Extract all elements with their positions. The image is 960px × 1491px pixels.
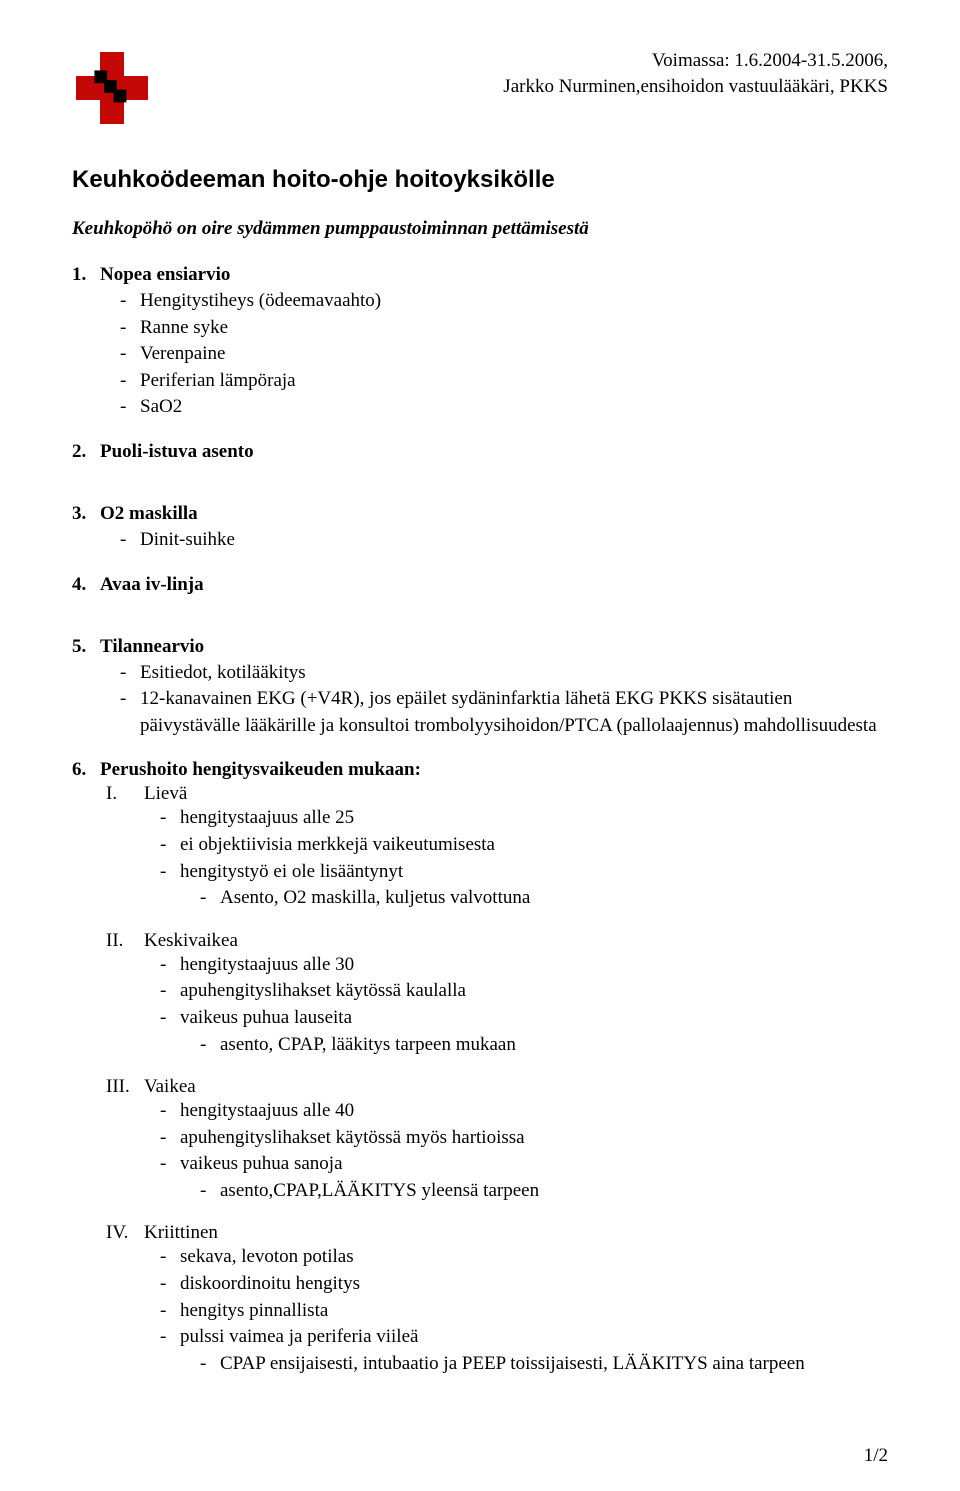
list-item: pulssi vaimea ja periferia viileä bbox=[180, 1324, 888, 1351]
page-number: 1/2 bbox=[864, 1445, 888, 1467]
cross-logo-icon bbox=[72, 48, 152, 128]
severity-label: Kriittinen bbox=[144, 1222, 218, 1243]
list-item: 12-kanavainen EKG (+V4R), jos epäilet sy… bbox=[140, 686, 888, 739]
list-item: hengitystaajuus alle 25 bbox=[180, 805, 888, 832]
list-item: apuhengityslihakset käytössä kaulalla bbox=[180, 978, 888, 1005]
severity-group-heading: III.Vaikea bbox=[72, 1076, 888, 1098]
section-item-list: Hengitystiheys (ödeemavaahto)Ranne sykeV… bbox=[72, 288, 888, 421]
section-title: Tilannearvio bbox=[100, 636, 204, 657]
list-item: SaO2 bbox=[140, 394, 888, 421]
severity-item-list: hengitystaajuus alle 25ei objektiivisia … bbox=[72, 805, 888, 911]
list-item: hengitystaajuus alle 30 bbox=[180, 952, 888, 979]
severity-sub-list: asento,CPAP,LÄÄKITYS yleensä tarpeen bbox=[180, 1178, 888, 1205]
list-item: Verenpaine bbox=[140, 341, 888, 368]
list-item: Dinit-suihke bbox=[140, 527, 888, 554]
list-item: hengitystaajuus alle 40 bbox=[180, 1098, 888, 1125]
header-meta: Voimassa: 1.6.2004-31.5.2006, Jarkko Nur… bbox=[503, 48, 888, 99]
severity-sub-list: asento, CPAP, lääkitys tarpeen mukaan bbox=[180, 1032, 888, 1059]
page-title: Keuhkoödeeman hoito-ohje hoitoyksikölle bbox=[72, 166, 888, 194]
section-number: 5. bbox=[72, 636, 100, 658]
severity-item-list: sekava, levoton potilasdiskoordinoitu he… bbox=[72, 1244, 888, 1377]
section-title: Avaa iv-linja bbox=[100, 574, 204, 595]
validity-label: Voimassa: bbox=[652, 50, 730, 71]
section-number: 6. bbox=[72, 759, 100, 781]
section-heading: 1.Nopea ensiarvio bbox=[72, 264, 888, 286]
list-item: Asento, O2 maskilla, kuljetus valvottuna bbox=[220, 885, 888, 912]
list-item: asento,CPAP,LÄÄKITYS yleensä tarpeen bbox=[220, 1178, 888, 1205]
section-number: 4. bbox=[72, 574, 100, 596]
list-item: vaikeus puhua lauseita bbox=[180, 1005, 888, 1032]
roman-numeral: I. bbox=[106, 783, 144, 805]
list-item: Esitiedot, kotilääkitys bbox=[140, 660, 888, 687]
list-item: Ranne syke bbox=[140, 315, 888, 342]
list-item: ei objektiivisia merkkejä vaikeutumisest… bbox=[180, 832, 888, 859]
section-title: Puoli-istuva asento bbox=[100, 441, 254, 462]
section-heading: 5.Tilannearvio bbox=[72, 636, 888, 658]
severity-label: Lievä bbox=[144, 783, 187, 804]
section-number: 1. bbox=[72, 264, 100, 286]
list-item: vaikeus puhua sanoja bbox=[180, 1151, 888, 1178]
severity-sub-list: Asento, O2 maskilla, kuljetus valvottuna bbox=[180, 885, 888, 912]
section-title: O2 maskilla bbox=[100, 503, 198, 524]
list-item: CPAP ensijaisesti, intubaatio ja PEEP to… bbox=[220, 1351, 888, 1378]
section-item-list: Esitiedot, kotilääkitys12-kanavainen EKG… bbox=[72, 660, 888, 740]
list-item: asento, CPAP, lääkitys tarpeen mukaan bbox=[220, 1032, 888, 1059]
severity-label: Keskivaikea bbox=[144, 930, 238, 951]
section-heading: 3.O2 maskilla bbox=[72, 503, 888, 525]
severity-item-list: hengitystaajuus alle 30apuhengityslihaks… bbox=[72, 952, 888, 1058]
document-page: Voimassa: 1.6.2004-31.5.2006, Jarkko Nur… bbox=[0, 0, 960, 1491]
list-item: Hengitystiheys (ödeemavaahto) bbox=[140, 288, 888, 315]
list-item: diskoordinoitu hengitys bbox=[180, 1271, 888, 1298]
section-number: 2. bbox=[72, 441, 100, 463]
severity-sub-list: CPAP ensijaisesti, intubaatio ja PEEP to… bbox=[180, 1351, 888, 1378]
list-item: hengitys pinnallista bbox=[180, 1298, 888, 1325]
section-number: 3. bbox=[72, 503, 100, 525]
roman-numeral: III. bbox=[106, 1076, 144, 1098]
section-heading: 4.Avaa iv-linja bbox=[72, 574, 888, 596]
list-item: Periferian lämpöraja bbox=[140, 368, 888, 395]
validity-dates: 1.6.2004-31.5.2006, bbox=[734, 50, 888, 71]
list-item: sekava, levoton potilas bbox=[180, 1244, 888, 1271]
severity-group-heading: II.Keskivaikea bbox=[72, 930, 888, 952]
severity-group-heading: IV.Kriittinen bbox=[72, 1222, 888, 1244]
severity-item-list: hengitystaajuus alle 40apuhengityslihaks… bbox=[72, 1098, 888, 1204]
section-title: Nopea ensiarvio bbox=[100, 264, 230, 285]
list-item: apuhengityslihakset käytössä myös hartio… bbox=[180, 1125, 888, 1152]
list-item: hengitystyö ei ole lisääntynyt bbox=[180, 859, 888, 886]
section-item-list: Dinit-suihke bbox=[72, 527, 888, 554]
section-heading: 2.Puoli-istuva asento bbox=[72, 441, 888, 463]
severity-group-heading: I.Lievä bbox=[72, 783, 888, 805]
section-title: Perushoito hengitysvaikeuden mukaan: bbox=[100, 759, 421, 780]
roman-numeral: II. bbox=[106, 930, 144, 952]
roman-numeral: IV. bbox=[106, 1222, 144, 1244]
section-heading: 6.Perushoito hengitysvaikeuden mukaan: bbox=[72, 759, 888, 781]
lead-paragraph: Keuhkopöhö on oire sydämmen pumppaustoim… bbox=[72, 218, 888, 240]
severity-label: Vaikea bbox=[144, 1076, 196, 1097]
author-line: Jarkko Nurminen,ensihoidon vastuulääkäri… bbox=[503, 74, 888, 100]
header: Voimassa: 1.6.2004-31.5.2006, Jarkko Nur… bbox=[72, 48, 888, 128]
